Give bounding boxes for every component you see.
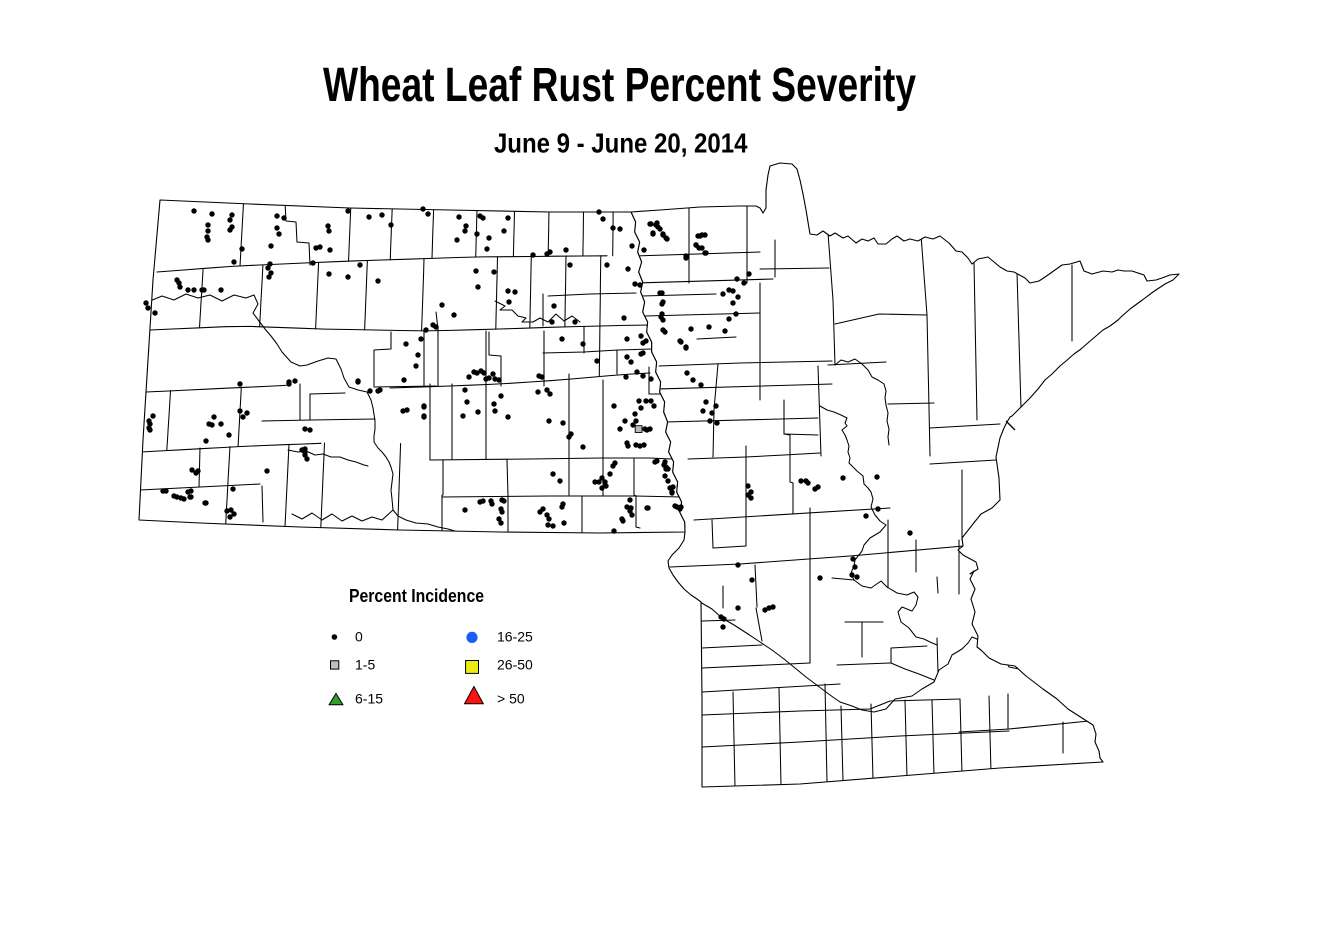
svg-text:16-25: 16-25 xyxy=(497,629,533,645)
svg-text:June 9 - June 20, 2014: June 9 - June 20, 2014 xyxy=(494,128,748,159)
svg-text:6-15: 6-15 xyxy=(355,691,383,707)
svg-text:Percent Incidence: Percent Incidence xyxy=(349,585,484,606)
svg-text:26-50: 26-50 xyxy=(497,657,533,673)
svg-text:> 50: > 50 xyxy=(497,691,525,707)
svg-text:Wheat Leaf Rust Percent Severi: Wheat Leaf Rust Percent Severity xyxy=(323,59,916,112)
svg-text:1-5: 1-5 xyxy=(355,657,375,673)
svg-text:0: 0 xyxy=(355,629,363,645)
